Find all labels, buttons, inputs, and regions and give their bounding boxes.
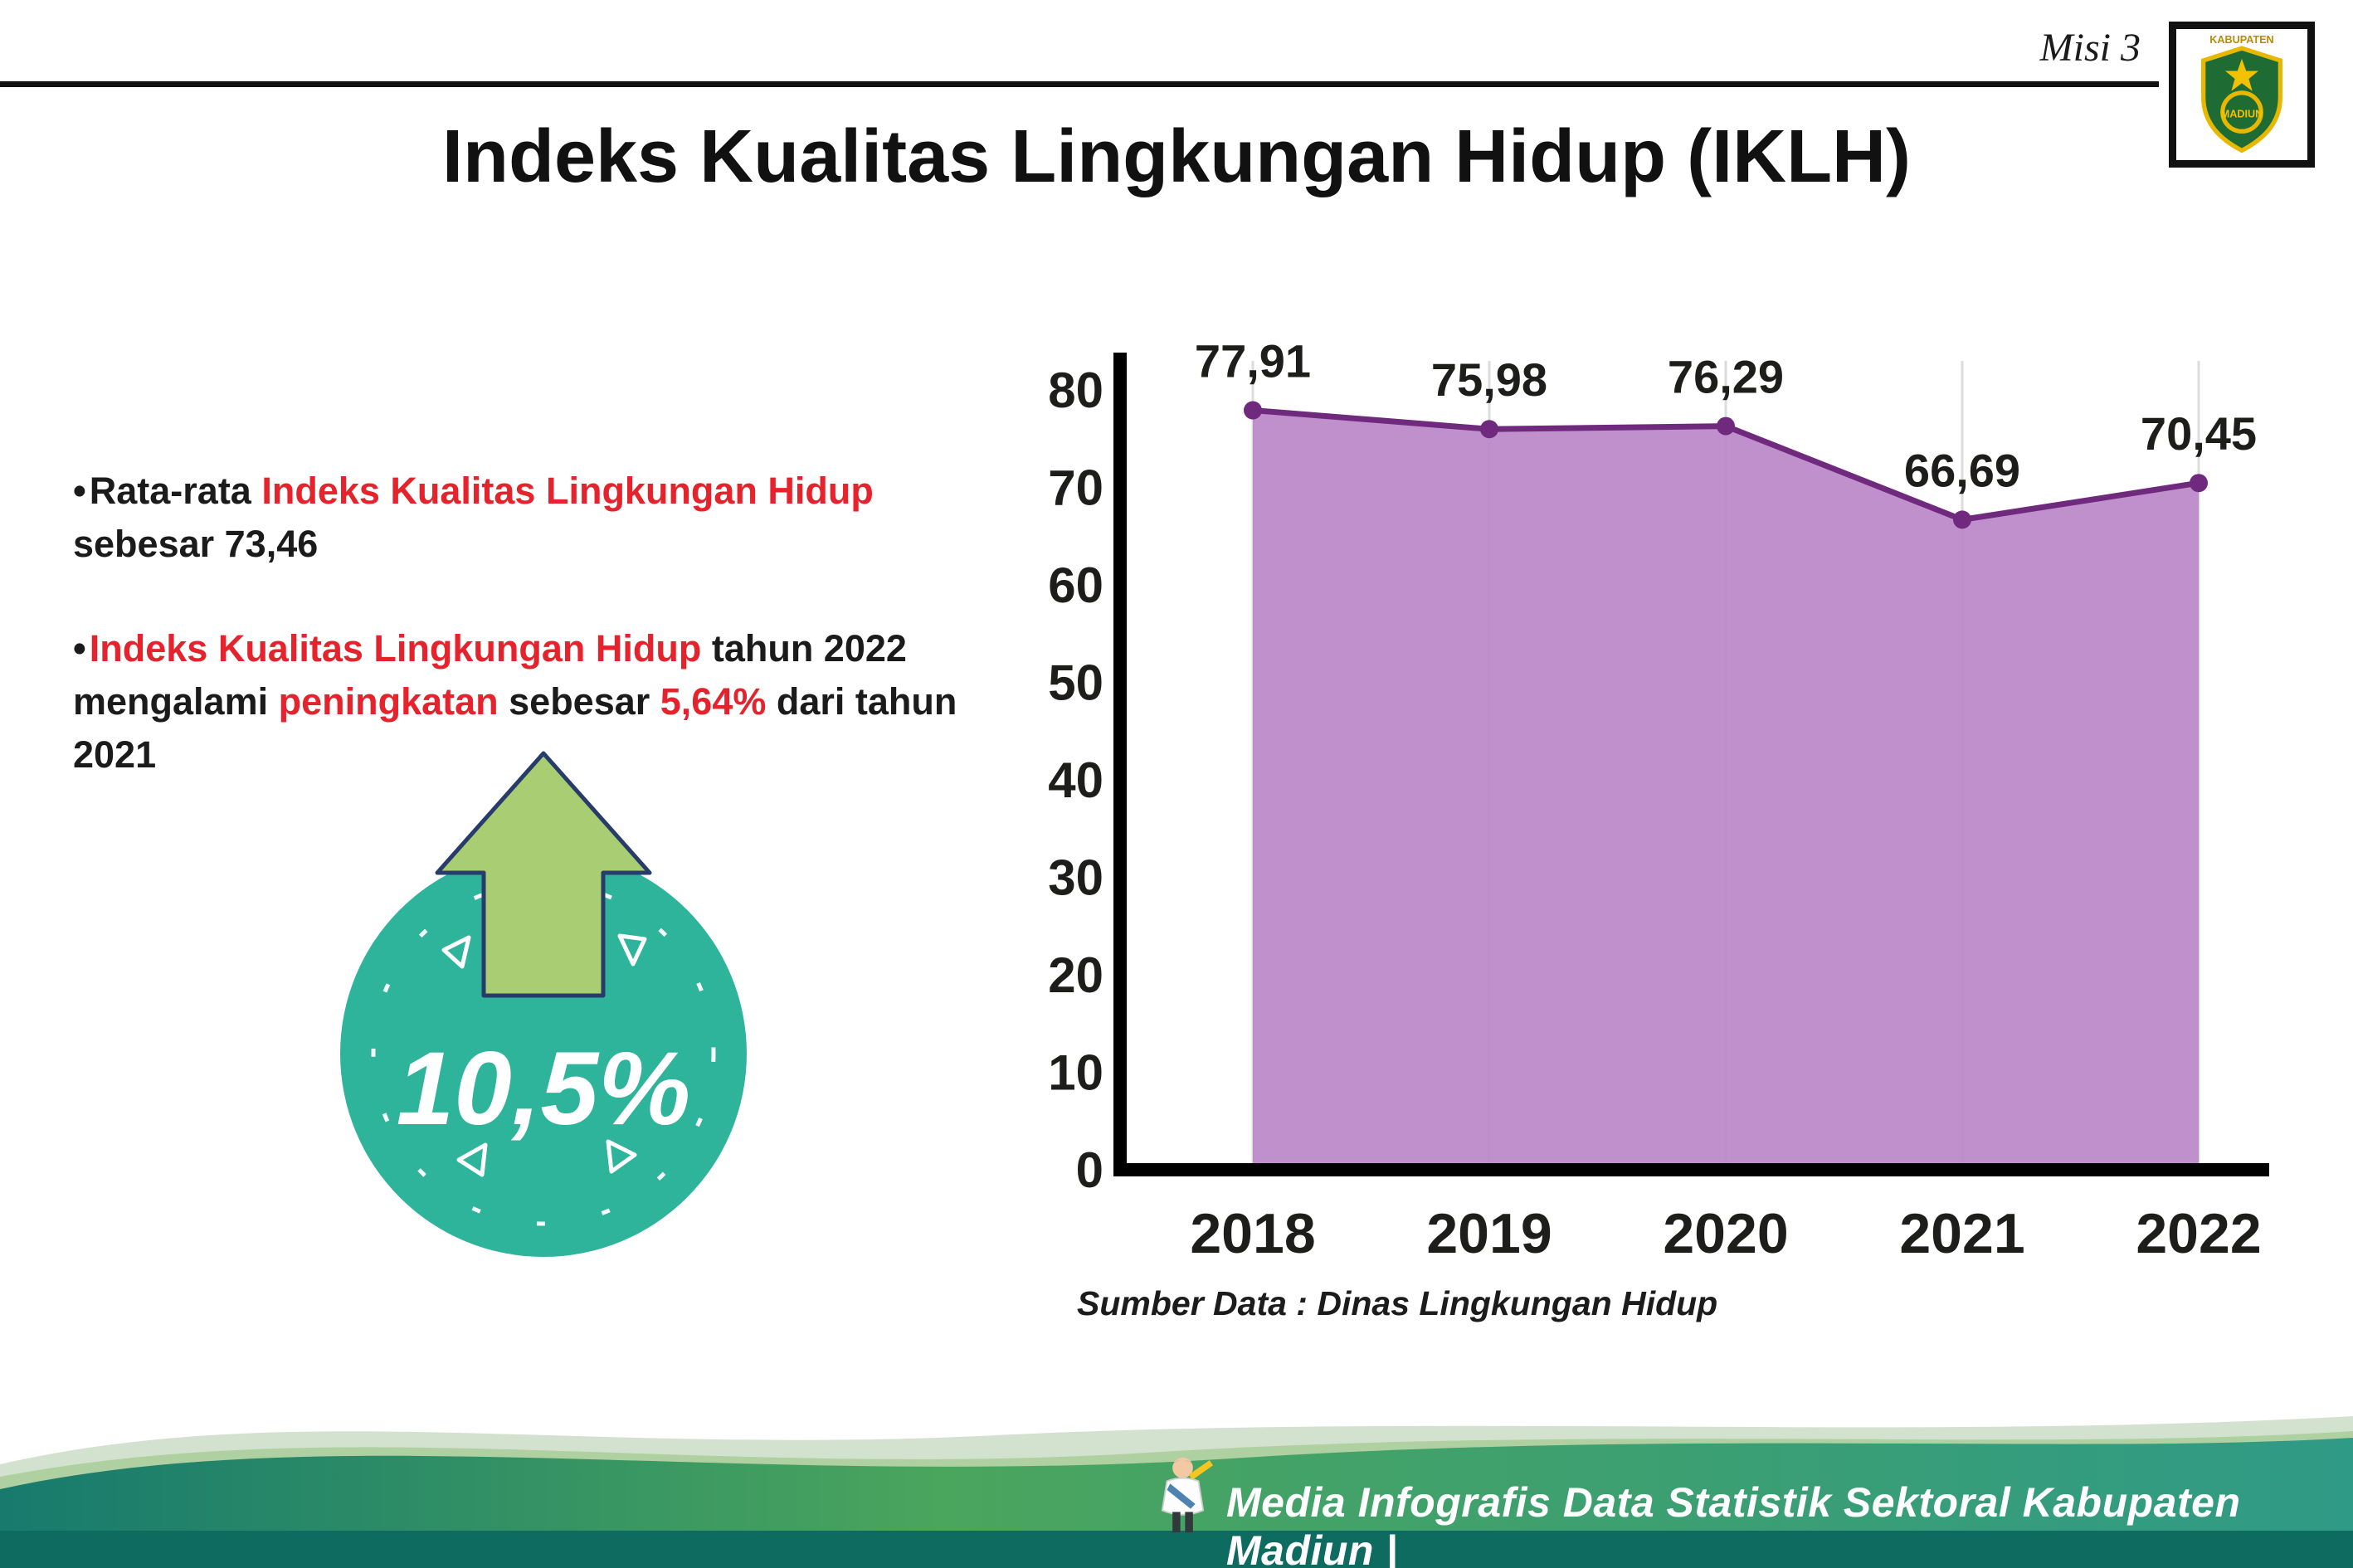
bullet2-highlight-2: peningkatan: [278, 679, 499, 723]
logo-ring: [2220, 90, 2263, 134]
increase-badge: 10,5%: [340, 751, 747, 1257]
mascot-hair: [1172, 1459, 1193, 1465]
up-arrow-icon: [435, 751, 652, 998]
bullet2-text-2: sebesar: [498, 679, 660, 723]
page-title: Indeks Kualitas Lingkungan Hidup (IKLH): [441, 115, 1912, 198]
badge-value: 10,5%: [397, 1031, 690, 1147]
bullet2-text-3: dari tahun 2021: [73, 679, 957, 776]
y-tick-label: 20: [1048, 947, 1103, 1003]
logo-text-bottom: MADIUN: [2221, 108, 2263, 119]
bullet-item-2: •Indeks Kualitas Lingkungan Hidup tahun …: [73, 622, 973, 782]
y-tick-label: 60: [1048, 558, 1103, 613]
bullet2-highlight-3: 5,64%: [660, 679, 767, 723]
top-rule: [0, 81, 2159, 87]
bullet-dot: •: [73, 626, 86, 670]
data-point: [1244, 401, 1262, 420]
misi-label: Misi 3: [2039, 26, 2141, 70]
chart-source: Sumber Data : Dinas Lingkungan Hidup: [1077, 1284, 1718, 1322]
footer-bottom-bar: [0, 1531, 2353, 1568]
bullet-item-1: •Rata-rata Indeks Kualitas Lingkungan Hi…: [73, 465, 973, 571]
y-tick-label: 40: [1048, 752, 1103, 808]
badge-circle: [340, 850, 747, 1257]
bullet-dot: •: [73, 470, 86, 512]
data-point: [1480, 420, 1498, 439]
logo-text-top: KABUPATEN: [2209, 34, 2273, 46]
footer-credit: Media Infografis Data Statistik Sektoral…: [1226, 1479, 2241, 1568]
logo-star-icon: [2224, 58, 2259, 91]
area-fill: [1253, 410, 2199, 1170]
bullet1-text-2: sebesar 73,46: [73, 522, 319, 565]
bullet2-highlight-1: Indeks Kualitas Lingkungan Hidup: [89, 626, 702, 670]
data-point: [1953, 510, 1971, 529]
x-tick-label: 2018: [1190, 1202, 1315, 1265]
logo-shield: [2201, 46, 2282, 153]
y-tick-label: 50: [1048, 655, 1103, 711]
bullet1-text-1: Rata-rata: [89, 470, 262, 512]
bullet1-highlight: Indeks Kualitas Lingkungan Hidup: [261, 470, 874, 512]
badge-tick-sw: [456, 1142, 488, 1177]
data-point: [1717, 416, 1735, 436]
y-tick-label: 10: [1048, 1045, 1103, 1101]
logo-emblem: KABUPATEN MADIUN: [2201, 34, 2282, 153]
mascot-leg: [1172, 1512, 1181, 1533]
y-tick-label: 0: [1076, 1142, 1103, 1198]
x-tick-label: 2020: [1663, 1202, 1788, 1265]
y-tick-label: 70: [1048, 460, 1103, 516]
mascot-head: [1172, 1457, 1193, 1478]
mascot-sash: [1167, 1483, 1196, 1509]
data-point: [2190, 474, 2208, 493]
value-label: 76,29: [1668, 351, 1784, 403]
x-tick-label: 2021: [1899, 1202, 2024, 1265]
badge-tick-nw: [441, 935, 471, 969]
bullet-list: •Rata-rata Indeks Kualitas Lingkungan Hi…: [73, 465, 973, 832]
mascot-leg: [1185, 1512, 1193, 1533]
x-tick-label: 2022: [2136, 1202, 2261, 1265]
y-tick-label: 30: [1048, 850, 1103, 906]
x-tick-label: 2019: [1426, 1202, 1552, 1265]
value-label: 75,98: [1431, 353, 1547, 406]
badge-tick-se: [606, 1139, 637, 1174]
badge-tick-ne: [617, 933, 647, 967]
value-label: 66,69: [1904, 444, 2020, 496]
bullet2-text-1: tahun 2022 mengalami: [73, 626, 907, 723]
kabupaten-madiun-logo: KABUPATEN MADIUN: [2169, 22, 2315, 168]
y-tick-label: 80: [1048, 363, 1103, 418]
mascot-pencil: [1188, 1460, 1214, 1480]
mascot-icon: [1161, 1457, 1214, 1533]
iklh-chart: 77,91 75,98 76,29 66,69 70,45 0 10 20 30 40 50 60 70…: [1048, 335, 2269, 1265]
value-label: 77,91: [1195, 335, 1311, 387]
value-label: 70,45: [2141, 407, 2257, 460]
